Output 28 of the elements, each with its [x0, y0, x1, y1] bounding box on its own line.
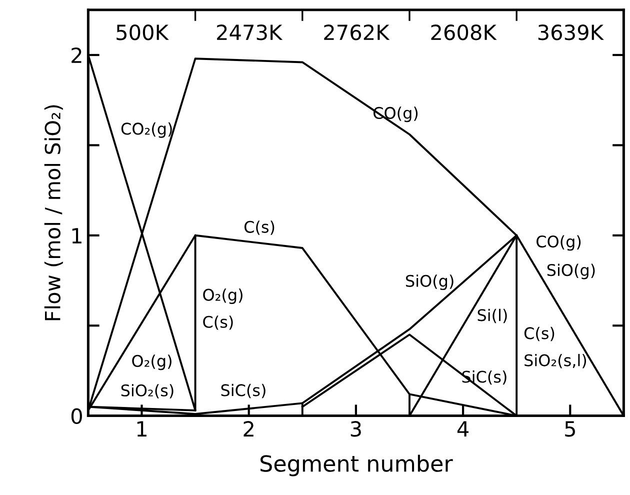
y-axis-title: Flow (mol / mol SiO₂) — [44, 105, 63, 320]
y-tick-label: 1 — [72, 228, 82, 244]
annotation: SiO₂(s) — [121, 384, 174, 398]
annotation: 3639K — [538, 24, 604, 40]
x-axis-title: Segment number — [260, 454, 453, 476]
annotation: O₂(g) — [203, 288, 242, 304]
y-tick-label: 0 — [71, 408, 82, 424]
annotation: SiO(g) — [406, 274, 454, 290]
annotation: 2762K — [324, 24, 390, 40]
annotation: C(s) — [203, 316, 233, 330]
x-tick-label: 1 — [137, 421, 146, 436]
annotation: C(s) — [524, 326, 554, 342]
annotation: Si(l) — [478, 308, 507, 324]
annotation: C(s) — [244, 220, 274, 235]
annotation: 2473K — [217, 24, 283, 40]
annotation: CO(g) — [536, 235, 581, 251]
x-tick-label: 4 — [457, 421, 469, 436]
x-tick-label: 5 — [565, 421, 575, 437]
annotation: SiC(s) — [221, 384, 266, 398]
annotation: 500K — [116, 24, 169, 40]
annotation: SiO₂(s,l) — [524, 354, 586, 368]
x-tick-label: 2 — [244, 421, 254, 436]
x-tick-label: 3 — [350, 421, 361, 437]
annotation: O₂(g) — [132, 354, 172, 370]
annotation: CO₂(g) — [121, 122, 172, 138]
y-tick-label: 2 — [72, 47, 82, 63]
annotation: SiO(g) — [547, 264, 595, 280]
annotation: 2608K — [431, 24, 497, 40]
